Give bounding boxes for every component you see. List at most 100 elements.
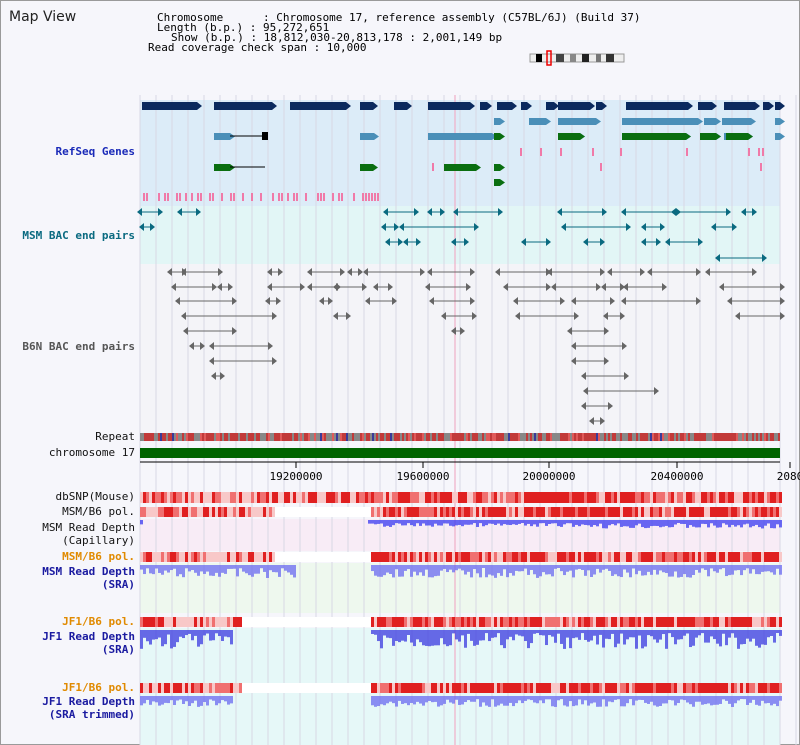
ideogram-band xyxy=(570,54,576,62)
heat-cell xyxy=(203,507,206,517)
depth-bar xyxy=(509,520,512,526)
heat-cell xyxy=(236,683,239,693)
repeat-cell xyxy=(642,433,644,441)
heat-cell xyxy=(347,507,350,517)
heat-cell xyxy=(698,492,701,503)
depth-bar xyxy=(233,565,236,569)
snp-mark xyxy=(332,193,334,201)
heat-cell xyxy=(425,492,428,503)
heat-cell xyxy=(422,492,425,503)
heat-cell xyxy=(323,492,326,503)
depth-bar xyxy=(485,630,488,634)
heat-cell xyxy=(287,507,290,517)
heat-cell xyxy=(653,507,656,517)
depth-bar xyxy=(641,696,644,700)
heat-cell xyxy=(608,683,611,693)
heat-cell xyxy=(407,492,410,503)
depth-bar xyxy=(770,565,773,573)
repeat-cell xyxy=(634,433,636,441)
depth-bar xyxy=(416,696,419,702)
depth-bar xyxy=(443,630,446,645)
heat-cell xyxy=(149,617,152,627)
depth-bar xyxy=(185,696,188,702)
gene-exon xyxy=(558,118,596,125)
heat-cell xyxy=(668,492,671,503)
heat-cell xyxy=(398,683,401,693)
heat-cell xyxy=(614,507,617,517)
depth-bar xyxy=(743,565,746,571)
heat-cell xyxy=(341,617,344,627)
depth-bar xyxy=(497,696,500,706)
heat-cell xyxy=(440,507,443,517)
depth-bar xyxy=(557,565,560,569)
gene-arrow xyxy=(688,102,693,110)
snp-mark xyxy=(179,193,181,201)
snp-mark xyxy=(600,163,602,171)
heat-cell xyxy=(335,507,338,517)
heat-cell xyxy=(491,492,494,503)
depth-bar xyxy=(434,520,437,524)
heat-cell xyxy=(275,617,278,627)
bac-end xyxy=(581,372,586,380)
bac-end xyxy=(420,268,425,276)
heat-cell xyxy=(395,617,398,627)
bac-end xyxy=(427,208,432,216)
depth-bar xyxy=(269,565,272,571)
heat-cell xyxy=(683,492,686,503)
heat-cell xyxy=(386,552,389,562)
depth-bar xyxy=(434,696,437,702)
depth-bar xyxy=(623,696,626,707)
heat-cell xyxy=(191,552,194,562)
bac-end xyxy=(656,238,661,246)
heat-cell xyxy=(299,507,302,517)
repeat-cell xyxy=(630,433,632,441)
repeat-cell xyxy=(348,433,350,441)
repeat-cell xyxy=(484,433,486,441)
heat-cell xyxy=(689,617,692,627)
heat-cell xyxy=(218,683,221,693)
depth-bar xyxy=(686,696,689,703)
snp-mark xyxy=(560,148,562,156)
depth-bar xyxy=(443,520,446,524)
heat-cell xyxy=(503,617,506,627)
ideogram-highlight xyxy=(546,50,552,66)
heat-cell xyxy=(263,492,266,503)
depth-bar xyxy=(212,696,215,701)
gene-exon xyxy=(428,133,492,140)
repeat-cell xyxy=(166,433,168,441)
repeat-cell xyxy=(404,433,406,441)
gene-exon xyxy=(394,102,407,110)
heat-cell xyxy=(698,552,701,562)
depth-bar xyxy=(215,630,218,634)
repeat-cell xyxy=(246,433,248,441)
heat-cell xyxy=(290,683,293,693)
bac-end xyxy=(139,223,144,231)
heat-cell xyxy=(596,507,599,517)
heat-cell xyxy=(566,492,569,503)
track-label-msm-depth-capillary: MSM Read Depth xyxy=(42,521,135,534)
depth-bar xyxy=(215,565,218,573)
heat-cell xyxy=(707,683,710,693)
heat-cell xyxy=(599,552,602,562)
heat-cell xyxy=(209,552,212,562)
depth-bar xyxy=(470,520,473,525)
heat-cell xyxy=(227,683,230,693)
heat-cell xyxy=(251,507,254,517)
depth-bar xyxy=(575,630,578,638)
repeat-cell xyxy=(366,433,368,441)
depth-bar xyxy=(425,630,428,646)
depth-bar xyxy=(155,565,158,569)
heat-cell xyxy=(755,683,758,693)
repeat-cell xyxy=(222,433,224,441)
depth-bar xyxy=(755,565,758,575)
track-label-b6n-bac[interactable]: B6N BAC end pairs xyxy=(22,340,135,353)
heat-cell xyxy=(470,617,473,627)
track-label-msm-bac[interactable]: MSM BAC end pairs xyxy=(22,229,135,242)
repeat-cell xyxy=(388,433,390,441)
depth-bar xyxy=(527,520,530,524)
depth-bar xyxy=(206,696,209,706)
track-label-refseq[interactable]: RefSeq Genes xyxy=(55,145,135,158)
heat-cell xyxy=(770,617,773,627)
depth-bar xyxy=(755,696,758,705)
